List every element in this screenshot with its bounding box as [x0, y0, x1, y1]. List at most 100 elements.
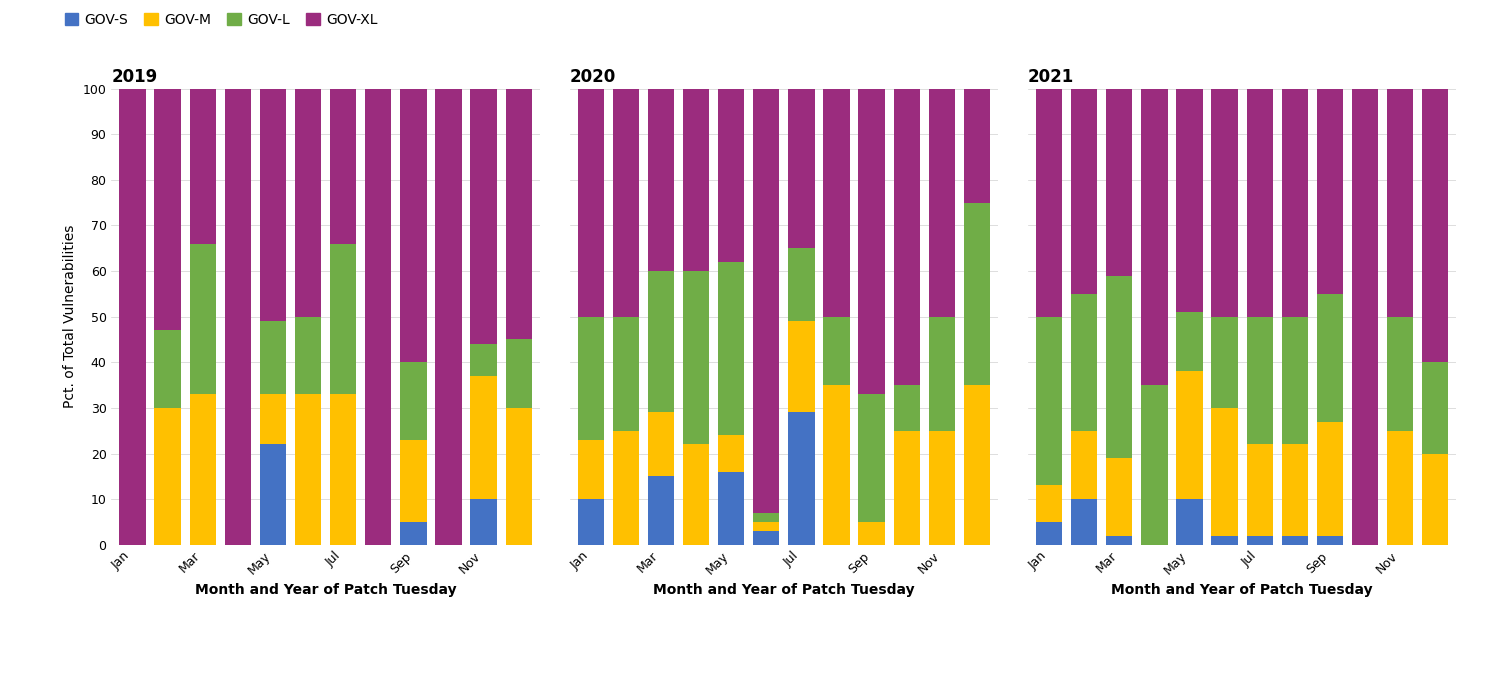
Bar — [190, 244, 215, 394]
Bar — [1386, 89, 1413, 317]
Bar — [1141, 89, 1168, 385]
Bar — [1317, 536, 1343, 545]
Bar — [1211, 408, 1238, 536]
Bar — [1281, 89, 1308, 317]
Bar — [964, 385, 990, 545]
Bar — [1211, 536, 1238, 545]
Bar — [929, 430, 955, 545]
Bar — [1247, 445, 1274, 536]
Bar — [260, 89, 287, 321]
Bar — [260, 445, 287, 545]
Bar — [684, 89, 709, 271]
Bar — [294, 317, 321, 394]
Bar — [893, 385, 920, 430]
Bar — [1317, 422, 1343, 536]
Legend: GOV-S, GOV-M, GOV-L, GOV-XL: GOV-S, GOV-M, GOV-L, GOV-XL — [59, 7, 383, 32]
Bar — [1422, 454, 1449, 545]
Bar — [788, 413, 814, 545]
Bar — [823, 89, 850, 317]
Bar — [471, 344, 496, 376]
Bar — [400, 89, 426, 362]
Bar — [471, 376, 496, 499]
Bar — [648, 89, 675, 271]
Bar — [155, 89, 181, 330]
Bar — [1177, 89, 1202, 312]
Bar — [1317, 294, 1343, 422]
Bar — [1106, 89, 1132, 276]
Bar — [366, 89, 391, 545]
Bar — [1211, 89, 1238, 317]
Bar — [929, 89, 955, 317]
Bar — [1386, 430, 1413, 545]
Bar — [224, 89, 251, 545]
Bar — [578, 440, 603, 499]
Bar — [1106, 536, 1132, 545]
Bar — [505, 408, 532, 545]
Bar — [753, 89, 780, 513]
Bar — [1211, 317, 1238, 408]
Bar — [294, 89, 321, 317]
Bar — [964, 203, 990, 385]
Bar — [1071, 499, 1097, 545]
Bar — [1247, 89, 1274, 317]
Bar — [1071, 89, 1097, 294]
Bar — [1106, 458, 1132, 536]
Bar — [1317, 89, 1343, 294]
Bar — [155, 408, 181, 545]
Bar — [612, 430, 639, 545]
Bar — [1386, 317, 1413, 430]
Text: 2021: 2021 — [1028, 67, 1074, 86]
Bar — [929, 317, 955, 430]
Bar — [471, 89, 496, 344]
Bar — [823, 385, 850, 545]
Bar — [1177, 312, 1202, 371]
Bar — [190, 89, 215, 244]
Bar — [788, 89, 814, 249]
Bar — [788, 321, 814, 413]
Bar — [260, 321, 287, 394]
Bar — [718, 262, 744, 435]
Bar — [648, 477, 675, 545]
Bar — [505, 340, 532, 408]
Bar — [505, 89, 532, 339]
Bar — [718, 89, 744, 262]
X-axis label: Month and Year of Patch Tuesday: Month and Year of Patch Tuesday — [1112, 583, 1373, 597]
Bar — [859, 394, 884, 522]
Bar — [1422, 89, 1449, 362]
Bar — [190, 394, 215, 545]
Bar — [753, 522, 780, 531]
Bar — [400, 522, 426, 545]
Bar — [788, 249, 814, 321]
Bar — [578, 499, 603, 545]
Bar — [578, 89, 603, 317]
Bar — [1071, 294, 1097, 430]
Bar — [753, 513, 780, 522]
X-axis label: Month and Year of Patch Tuesday: Month and Year of Patch Tuesday — [652, 583, 915, 597]
Bar — [1177, 499, 1202, 545]
Bar — [1177, 371, 1202, 499]
Bar — [471, 499, 496, 545]
Bar — [1036, 317, 1062, 486]
Bar — [718, 472, 744, 545]
Bar — [119, 89, 146, 545]
Bar — [1352, 89, 1378, 545]
Text: 2020: 2020 — [569, 67, 617, 86]
Bar — [1036, 486, 1062, 522]
Bar — [578, 317, 603, 440]
Text: 2019: 2019 — [111, 67, 158, 86]
Bar — [330, 244, 357, 394]
Bar — [330, 394, 357, 545]
Bar — [400, 362, 426, 440]
Bar — [1247, 536, 1274, 545]
Bar — [1247, 317, 1274, 445]
Bar — [1036, 522, 1062, 545]
Y-axis label: Pct. of Total Vulnerabilities: Pct. of Total Vulnerabilities — [64, 225, 77, 409]
Bar — [1281, 445, 1308, 536]
Bar — [648, 271, 675, 413]
Bar — [684, 445, 709, 545]
Bar — [823, 317, 850, 385]
Bar — [155, 330, 181, 408]
Bar — [684, 271, 709, 445]
X-axis label: Month and Year of Patch Tuesday: Month and Year of Patch Tuesday — [195, 583, 456, 597]
Bar — [893, 89, 920, 385]
